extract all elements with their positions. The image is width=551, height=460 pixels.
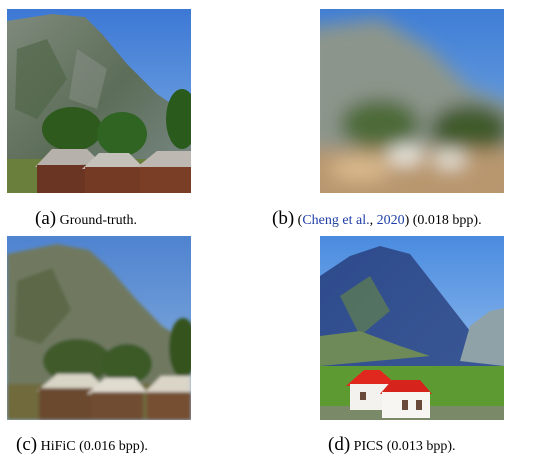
caption-paren-open: ( bbox=[297, 213, 303, 228]
caption-text: Ground-truth. bbox=[59, 213, 137, 228]
caption-d: (d) PICS (0.013 bpp). bbox=[328, 434, 456, 456]
caption-text: (0.018 bpp). bbox=[409, 213, 482, 228]
caption-tag: (d) bbox=[328, 434, 351, 455]
caption-text: HiFiC (0.016 bpp). bbox=[40, 439, 148, 454]
caption-text: PICS (0.013 bpp). bbox=[353, 439, 456, 454]
caption-tag: (a) bbox=[35, 208, 57, 229]
caption-a: (a) Ground-truth. bbox=[35, 208, 137, 230]
caption-tag: (b) bbox=[272, 208, 295, 229]
caption-c: (c) HiFiC (0.016 bpp). bbox=[16, 434, 148, 456]
caption-b: (b) (Cheng et al., 2020) (0.018 bpp). bbox=[272, 208, 482, 230]
cheng-reconstruction-image bbox=[320, 9, 504, 193]
citation-link-year[interactable]: 2020 bbox=[376, 213, 405, 228]
ground-truth-image bbox=[7, 9, 191, 193]
pics-reconstruction-image bbox=[320, 236, 504, 420]
caption-paren-close: ) bbox=[404, 213, 410, 228]
citation-link-author[interactable]: Cheng et al. bbox=[302, 213, 370, 228]
caption-comma: , bbox=[369, 213, 377, 228]
caption-tag: (c) bbox=[16, 434, 38, 455]
hific-reconstruction-image bbox=[7, 236, 191, 420]
